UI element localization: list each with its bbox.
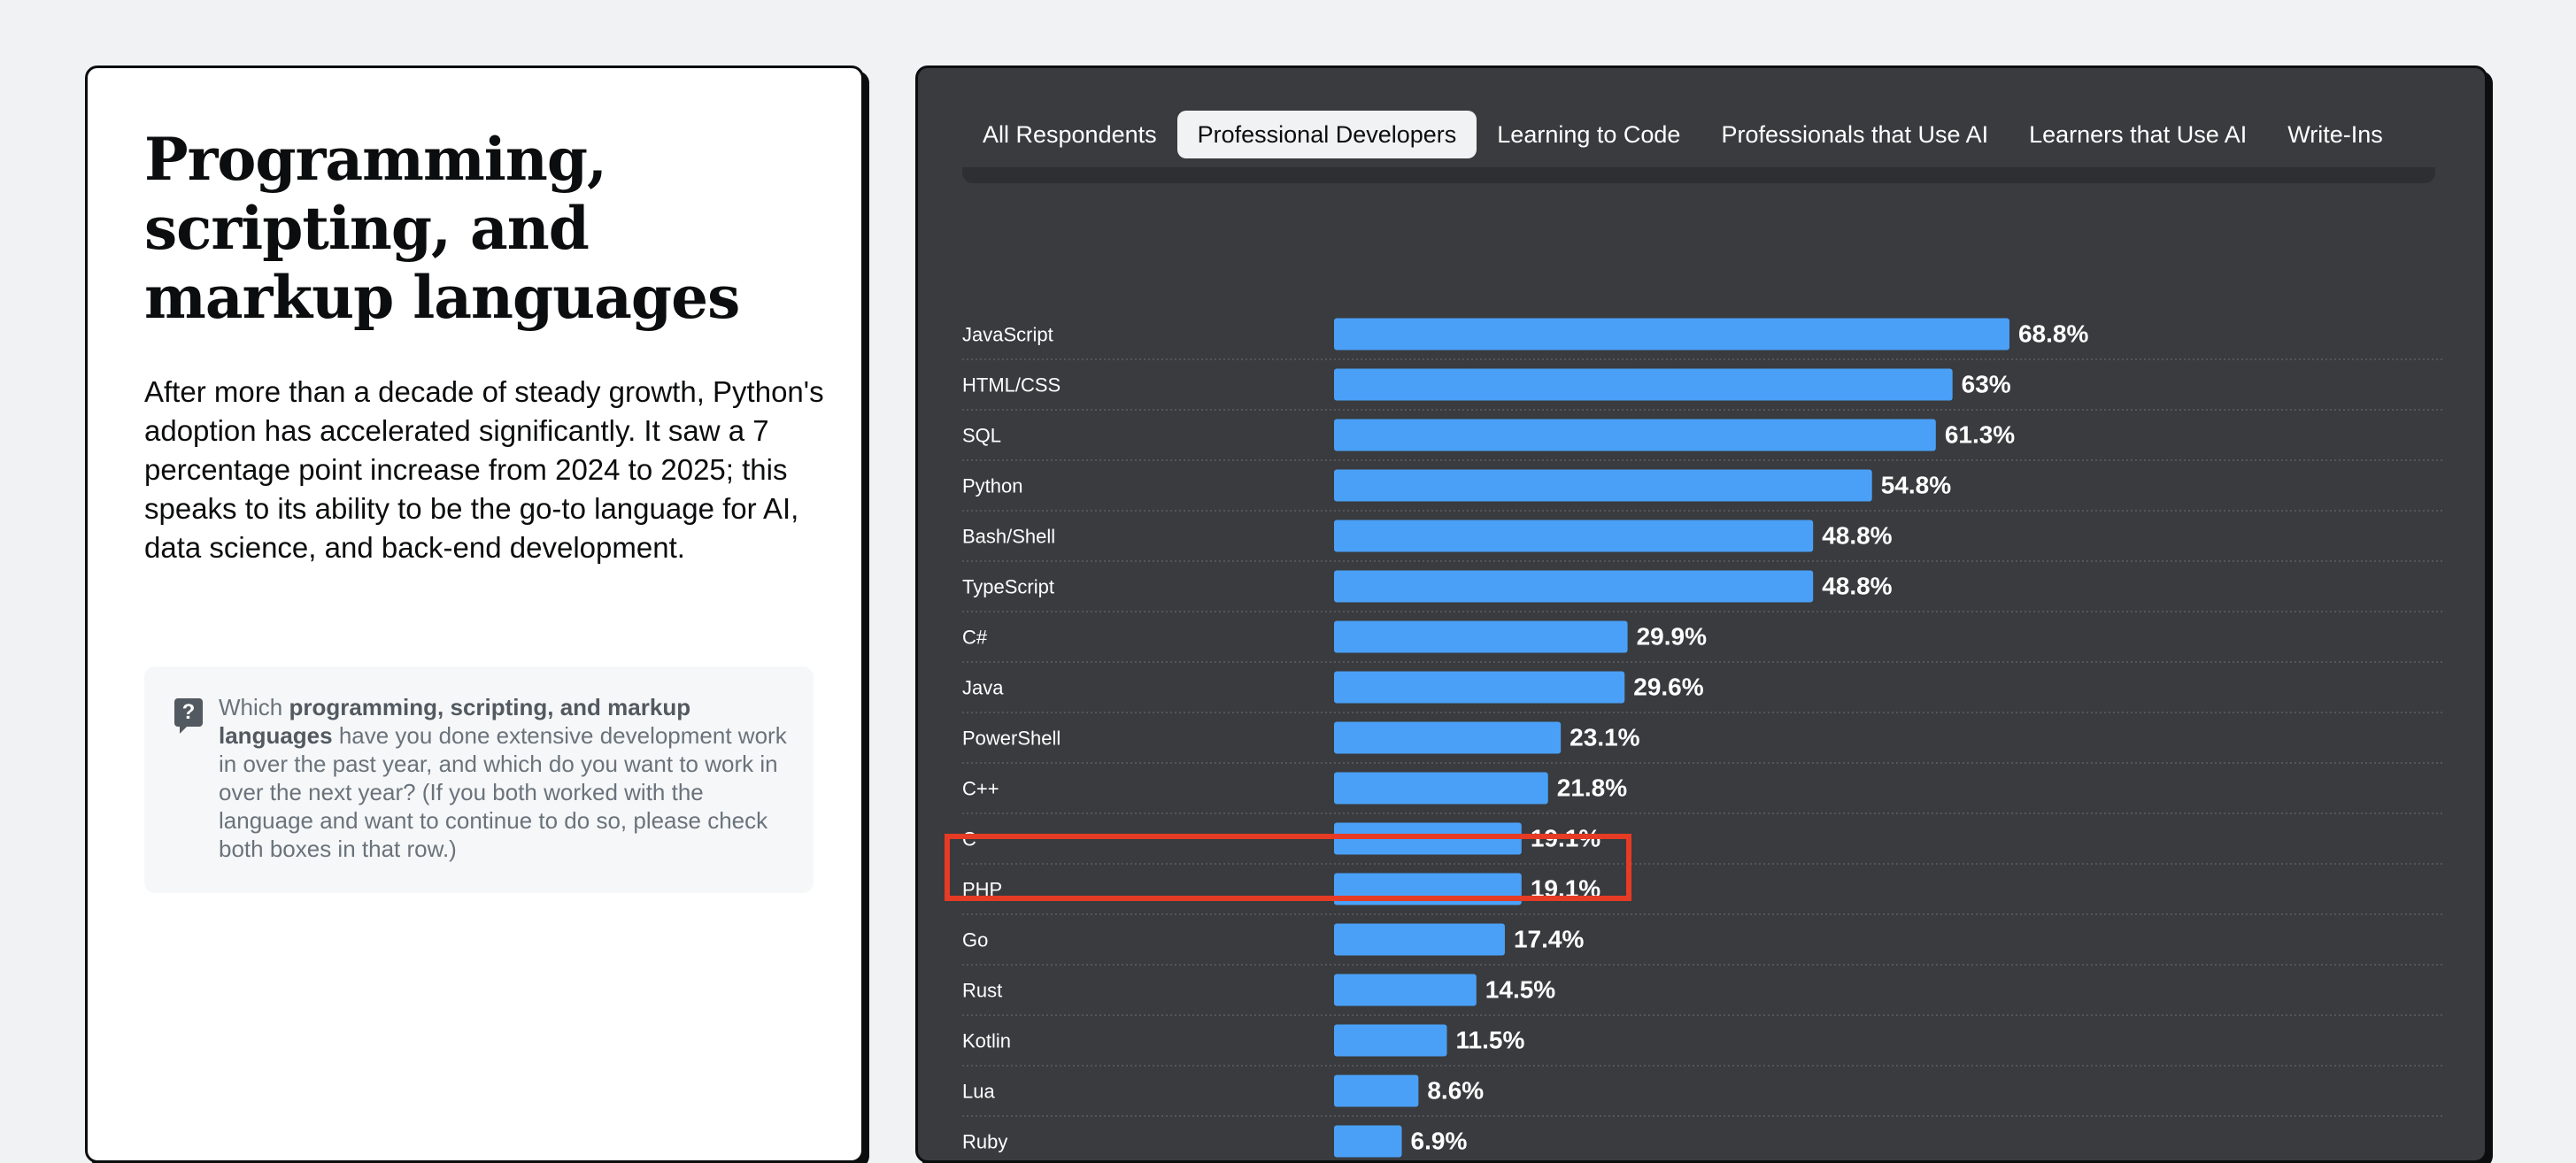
category-label-javascript: JavaScript <box>962 324 1053 346</box>
bar-powershell[interactable] <box>1334 721 1562 754</box>
bar-php[interactable] <box>1334 873 1522 905</box>
bar-html-css[interactable] <box>1334 368 1953 401</box>
bar-python[interactable] <box>1334 469 1872 502</box>
value-label-cpp: 21.8% <box>1557 774 1627 802</box>
chart-panel: All Respondents Professional Developers Le… <box>915 65 2487 1163</box>
value-label-php: 19.1% <box>1531 875 1600 903</box>
value-label-javascript: 68.8% <box>2018 320 2088 348</box>
question-card: Programming, scripting, and markup langu… <box>85 65 864 1163</box>
category-label-sql: SQL <box>962 425 1001 447</box>
category-label-html-css: HTML/CSS <box>962 374 1060 397</box>
bar-csharp[interactable] <box>1334 620 1628 653</box>
category-label-go: Go <box>962 929 988 951</box>
respondent-tabs[interactable]: All Respondents Professional Developers Le… <box>962 111 2435 183</box>
value-label-c: 19.1% <box>1531 825 1600 852</box>
bar-lua[interactable] <box>1334 1074 1419 1107</box>
value-label-kotlin: 11.5% <box>1456 1027 1525 1054</box>
category-label-csharp: C# <box>962 627 988 649</box>
question-icon: ? <box>174 698 203 734</box>
bar-c[interactable] <box>1334 822 1522 855</box>
category-label-typescript: TypeScript <box>962 576 1054 598</box>
bar-chart: JavaScript 68.8% HTML/CSS 63% SQL 61.3% Python… <box>962 318 2444 1158</box>
bar-rust[interactable] <box>1334 974 1477 1006</box>
page-title: Programming, scripting, and markup langu… <box>144 125 740 332</box>
tab-all-respondents[interactable]: All Respondents <box>983 121 1157 148</box>
bar-bash-shell[interactable] <box>1334 520 1814 552</box>
category-label-python: Python <box>962 475 1023 497</box>
value-label-go: 17.4% <box>1514 926 1584 953</box>
value-label-typescript: 48.8% <box>1822 573 1892 600</box>
survey-question-box: ? Which programming, scripting, and mark… <box>144 666 814 893</box>
survey-question-emphasis: programming, scripting, and markup langu… <box>219 694 691 749</box>
category-label-ruby: Ruby <box>962 1131 1007 1153</box>
survey-question-text: Which programming, scripting, and markup… <box>219 694 787 862</box>
value-label-lua: 8.6% <box>1427 1077 1484 1105</box>
value-label-powershell: 23.1% <box>1570 724 1639 751</box>
tab-write-ins[interactable]: Write-Ins <box>2287 121 2383 148</box>
category-label-kotlin: Kotlin <box>962 1030 1011 1052</box>
value-label-html-css: 63% <box>1962 371 2011 398</box>
bar-java[interactable] <box>1334 671 1625 704</box>
category-label-rust: Rust <box>962 980 1002 1002</box>
bar-go[interactable] <box>1334 923 1505 956</box>
category-label-cpp: C++ <box>962 778 999 800</box>
value-label-csharp: 29.9% <box>1637 623 1707 651</box>
bar-javascript[interactable] <box>1334 318 2009 350</box>
value-label-sql: 61.3% <box>1945 421 2015 449</box>
summary-text: After more than a decade of steady growt… <box>144 375 824 564</box>
tab-learning-to-code[interactable]: Learning to Code <box>1497 121 1681 148</box>
category-label-bash-shell: Bash/Shell <box>962 526 1055 548</box>
value-label-rust: 14.5% <box>1485 976 1555 1004</box>
value-label-ruby: 6.9% <box>1411 1128 1468 1155</box>
value-label-python: 54.8% <box>1881 472 1951 499</box>
category-label-c: C <box>962 828 976 851</box>
tab-professional-developers[interactable]: Professional Developers <box>1176 111 1477 158</box>
category-label-lua: Lua <box>962 1081 995 1103</box>
bar-sql[interactable] <box>1334 419 1936 451</box>
category-label-php: PHP <box>962 879 1002 901</box>
tab-learners-that-use-ai[interactable]: Learners that Use AI <box>2029 121 2248 148</box>
category-label-java: Java <box>962 677 1004 699</box>
category-label-powershell: PowerShell <box>962 728 1060 750</box>
bar-cpp[interactable] <box>1334 772 1548 805</box>
bar-kotlin[interactable] <box>1334 1024 1447 1057</box>
bar-ruby[interactable] <box>1334 1125 1402 1158</box>
value-label-java: 29.6% <box>1633 674 1703 701</box>
value-label-bash-shell: 48.8% <box>1822 522 1892 550</box>
tab-professionals-that-use-ai[interactable]: Professionals that Use AI <box>1721 121 1989 148</box>
bar-typescript[interactable] <box>1334 570 1814 603</box>
